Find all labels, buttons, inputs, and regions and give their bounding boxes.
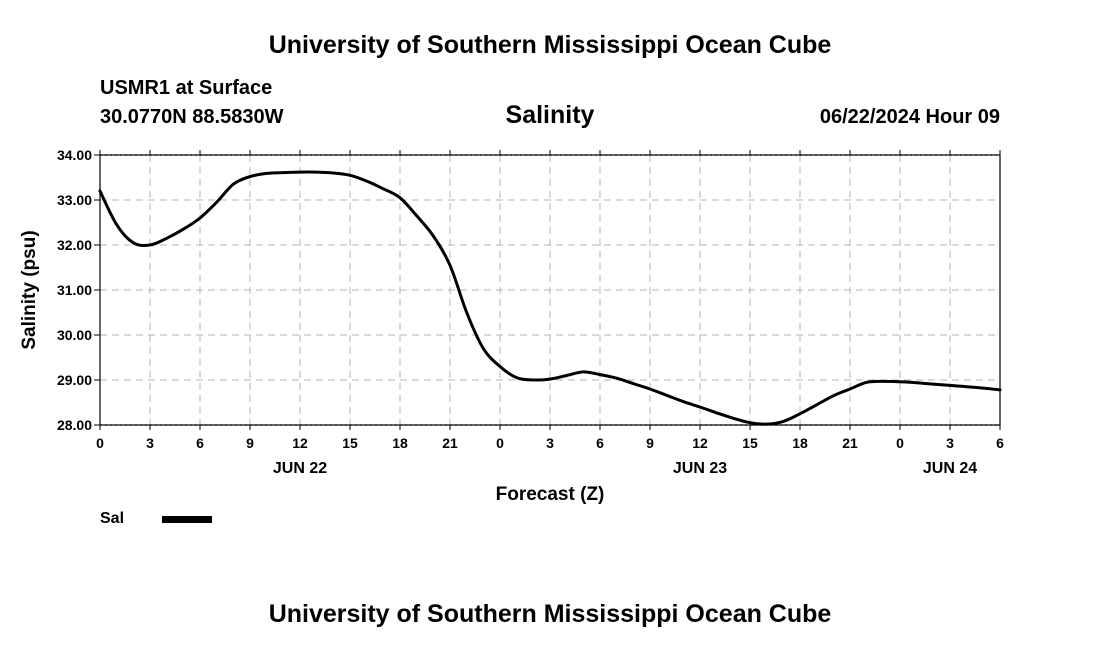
x-tick-label: 0 bbox=[96, 435, 104, 451]
x-tick-label: 12 bbox=[292, 435, 308, 451]
x-tick-label: 0 bbox=[496, 435, 504, 451]
x-tick-label: 15 bbox=[742, 435, 758, 451]
bottom-title: University of Southern Mississippi Ocean… bbox=[268, 600, 832, 628]
date-label: JUN 24 bbox=[923, 460, 977, 477]
y-tick-label: 34.00 bbox=[57, 147, 92, 163]
x-axis-label: Forecast (Z) bbox=[496, 484, 605, 505]
x-tick-label: 21 bbox=[842, 435, 858, 451]
axis-ticks: 28.00 29.00 30.00 31.00 32.00 33.00 34.00 0 3 6 9 1… bbox=[57, 147, 1004, 477]
x-tick-label: 6 bbox=[196, 435, 204, 451]
x-tick-label: 9 bbox=[246, 435, 254, 451]
y-tick-label: 33.00 bbox=[57, 192, 92, 208]
legend-swatch bbox=[162, 516, 212, 523]
station-label: USMR1 at Surface bbox=[100, 77, 273, 99]
x-tick-label: 18 bbox=[392, 435, 408, 451]
x-tick-label: 9 bbox=[646, 435, 654, 451]
legend-label: Sal bbox=[100, 510, 125, 527]
x-tick-label: 15 bbox=[342, 435, 358, 451]
salinity-series-line bbox=[98, 170, 1002, 426]
chart-title: Salinity bbox=[505, 101, 595, 129]
x-tick-label: 3 bbox=[546, 435, 554, 451]
x-tick-label: 21 bbox=[442, 435, 458, 451]
y-tick-label: 30.00 bbox=[57, 327, 92, 343]
station-coordinates: 30.0770N 88.5830W bbox=[100, 106, 284, 128]
grid bbox=[100, 154, 1000, 426]
y-tick-label: 29.00 bbox=[57, 372, 92, 388]
date-label: JUN 22 bbox=[273, 460, 327, 477]
y-tick-label: 31.00 bbox=[57, 282, 92, 298]
date-label: JUN 23 bbox=[673, 460, 727, 477]
x-tick-label: 6 bbox=[996, 435, 1004, 451]
y-tick-label: 28.00 bbox=[57, 417, 92, 433]
y-tick-label: 32.00 bbox=[57, 237, 92, 253]
x-tick-label: 3 bbox=[146, 435, 154, 451]
x-tick-label: 18 bbox=[792, 435, 808, 451]
x-tick-label: 6 bbox=[596, 435, 604, 451]
x-tick-label: 3 bbox=[946, 435, 954, 451]
x-tick-label: 0 bbox=[896, 435, 904, 451]
y-axis-label: Salinity (psu) bbox=[19, 230, 40, 349]
forecast-run-time: 06/22/2024 Hour 09 bbox=[819, 106, 1000, 128]
x-tick-label: 12 bbox=[692, 435, 708, 451]
top-title: University of Southern Mississippi Ocean… bbox=[268, 31, 832, 59]
